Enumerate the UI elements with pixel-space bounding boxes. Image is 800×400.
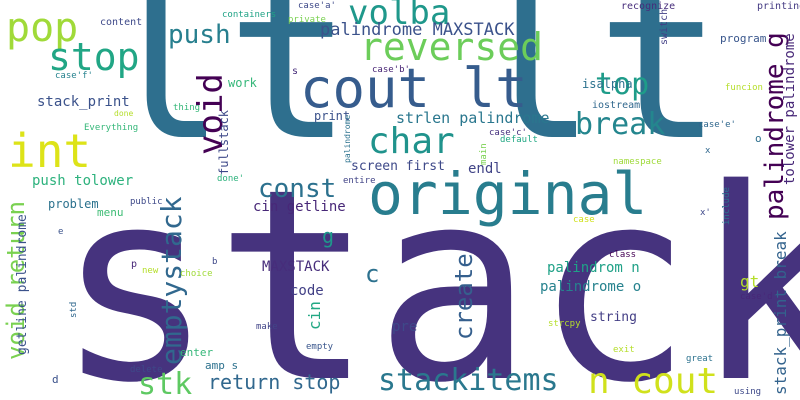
cloud-word: stk	[138, 367, 193, 400]
cloud-word: private	[288, 15, 326, 25]
cloud-word: content	[100, 17, 143, 28]
cloud-word: main	[479, 143, 489, 165]
cloud-word: funcion	[725, 83, 763, 93]
cloud-word: top	[595, 67, 650, 102]
cloud-word: cin	[305, 301, 324, 330]
cloud-word: strcpy	[548, 319, 581, 329]
cloud-word: empty	[306, 342, 334, 352]
cloud-word: menu	[97, 206, 124, 219]
cloud-word: done'	[217, 174, 245, 184]
cloud-word: containers	[222, 10, 277, 20]
cloud-word: create	[450, 253, 478, 340]
cloud-word: palindrome MAXSTACK	[320, 20, 515, 40]
cloud-word: string	[590, 310, 637, 325]
cloud-word: return stop	[208, 370, 341, 394]
cloud-word: iostream	[592, 100, 641, 111]
cloud-word: code	[290, 283, 324, 299]
cloud-word: lt	[100, 0, 353, 187]
cloud-word: e	[58, 227, 64, 237]
cloud-word: s	[292, 66, 299, 77]
cloud-word: push	[168, 20, 231, 50]
cloud-word: program	[720, 32, 767, 45]
cloud-word: push tolower	[32, 173, 134, 189]
cloud-word: palindrome	[343, 114, 352, 163]
cloud-word: MAXSTACK	[262, 259, 330, 275]
cloud-word: strlen palindrome	[396, 109, 550, 127]
cloud-word: stack	[55, 133, 800, 400]
cloud-word: const	[258, 174, 337, 204]
cloud-word: lt	[470, 0, 723, 187]
cloud-word: default	[500, 135, 538, 145]
cloud-word: work	[228, 76, 257, 90]
cloud-word: stack_print	[37, 94, 130, 110]
cloud-word: d	[52, 373, 59, 386]
cloud-word: isalpha	[582, 77, 633, 91]
cloud-word: include	[722, 187, 732, 225]
cloud-word: entire	[343, 176, 376, 186]
cloud-word: std	[69, 301, 79, 318]
cloud-word: thing	[173, 103, 201, 113]
cloud-word: gt	[740, 272, 760, 291]
cloud-word: case'a'	[298, 1, 336, 11]
cloud-word: b	[212, 257, 218, 267]
cloud-word: original	[368, 160, 648, 228]
cloud-word: palindrome o	[540, 279, 642, 295]
cloud-word: o	[755, 132, 762, 145]
cloud-word: recognize	[621, 1, 676, 12]
cloud-word: case'e'	[698, 120, 736, 130]
cloud-word: choice	[180, 269, 213, 279]
cloud-word: char	[368, 121, 455, 162]
cloud-word: volba	[348, 0, 451, 33]
cloud-word: make	[256, 322, 278, 332]
cloud-word: p	[131, 259, 138, 270]
cloud-word: x'	[700, 208, 711, 218]
cloud-word: print	[314, 109, 351, 123]
cloud-word: screen first	[351, 159, 445, 174]
cloud-word: great	[686, 354, 714, 364]
cloud-word: c	[365, 260, 380, 288]
cloud-word: palindrom n	[547, 260, 640, 276]
cloud-word: enter	[180, 346, 214, 359]
cloud-word: cout lt	[300, 57, 528, 120]
cloud-word: printing	[757, 1, 800, 12]
cloud-word: cin getline	[253, 199, 346, 215]
cloud-word: stackitems	[378, 363, 559, 398]
cloud-word: problem	[48, 197, 99, 211]
cloud-word: int	[8, 124, 92, 178]
cloud-word: new	[142, 266, 159, 276]
cloud-word: pop	[6, 5, 79, 51]
cloud-word: using	[734, 387, 762, 397]
cloud-word: case'd'	[740, 292, 778, 302]
cloud-word: pre	[392, 319, 418, 335]
cloud-word: endl	[468, 161, 502, 177]
cloud-word: emptystack	[155, 196, 188, 365]
cloud-word: done	[114, 109, 134, 118]
cloud-word: case'c'	[489, 128, 527, 138]
cloud-word: x	[705, 146, 711, 156]
cloud-word: case	[573, 215, 595, 225]
cloud-word: Everything	[84, 123, 139, 133]
cloud-word: case'f'	[55, 71, 93, 81]
cloud-word: namespace	[613, 157, 662, 167]
cloud-word: public	[130, 197, 163, 207]
cloud-word: case'b'	[372, 65, 410, 75]
cloud-word: tolower palindrome	[782, 33, 798, 185]
cloud-word: break	[575, 107, 666, 142]
cloud-word: stop	[48, 35, 140, 79]
cloud-word: amp s	[205, 359, 239, 372]
cloud-word: getline palindrome	[15, 214, 30, 355]
cloud-word: g	[322, 224, 335, 248]
cloud-word: reversed	[360, 25, 544, 69]
cloud-word: delete	[130, 365, 163, 375]
cloud-word: class	[609, 250, 637, 260]
cloud-word: n cout	[588, 361, 719, 400]
cloud-word: exit	[613, 345, 635, 355]
cloud-word: switch	[659, 8, 670, 45]
cloud-word: fullstack	[217, 109, 231, 175]
cloud-word: stack_print break	[771, 231, 790, 395]
